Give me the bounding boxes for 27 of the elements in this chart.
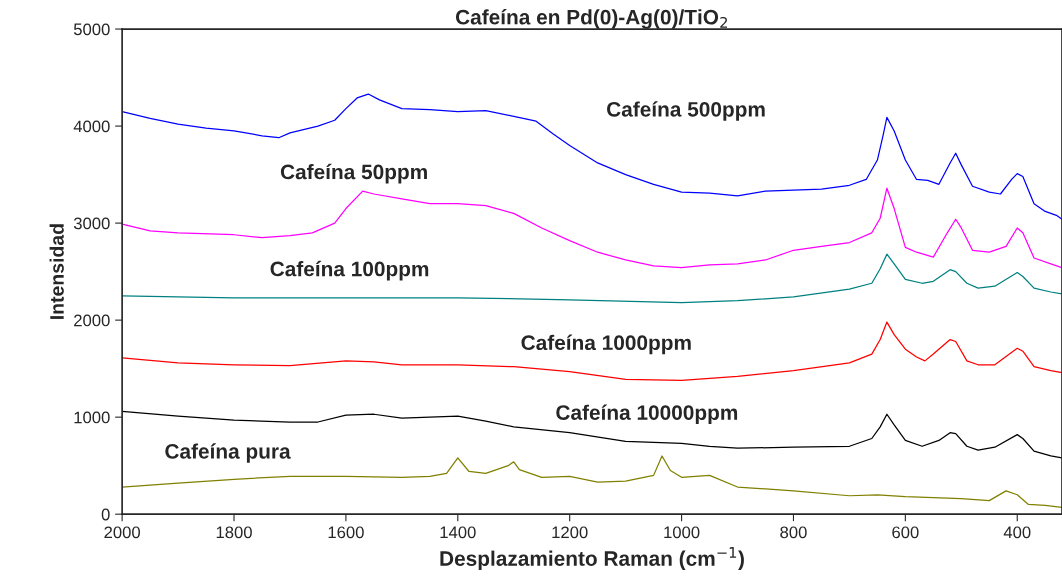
series-label: Cafeína 500ppm xyxy=(607,101,765,121)
line-series xyxy=(122,93,1062,220)
y-tick-label: 4000 xyxy=(73,120,110,133)
series-label: Cafeína 1000ppm xyxy=(521,334,691,355)
x-tick-label: 1400 xyxy=(440,526,476,539)
y-tick-label: 3000 xyxy=(73,217,110,230)
x-axis-title: Desplazamiento Raman (cm$^{−1}$) xyxy=(440,547,744,571)
x-tick-label: 400 xyxy=(1003,526,1031,539)
y-axis-title: Intensidad xyxy=(49,224,64,319)
x-tick-label: 1000 xyxy=(664,526,700,539)
series-label: Cafeína 50ppm xyxy=(280,163,427,184)
series-label: Cafeína 10000ppm xyxy=(556,404,738,425)
x-tick-label: 1800 xyxy=(216,526,252,539)
chart-title: Cafeína en Pd(0)-Ag(0)/TiO$_{2}$ xyxy=(455,9,728,29)
series-label: Cafeína 100ppm xyxy=(270,260,429,281)
line-series xyxy=(122,321,1062,381)
x-tick-label: 2000 xyxy=(104,526,141,539)
y-tick-label: 5000 xyxy=(73,23,110,36)
x-tick-label: 800 xyxy=(780,526,807,539)
series-label: Cafeína pura xyxy=(165,443,291,463)
y-tick-label: 2000 xyxy=(74,314,110,327)
x-tick-label: 600 xyxy=(892,526,919,539)
y-tick-label: 1000 xyxy=(74,411,110,424)
line-series xyxy=(122,253,1062,304)
x-tick-label: 1600 xyxy=(328,526,364,539)
y-tick-label: 0 xyxy=(101,508,110,521)
x-tick-label: 1200 xyxy=(552,526,588,539)
